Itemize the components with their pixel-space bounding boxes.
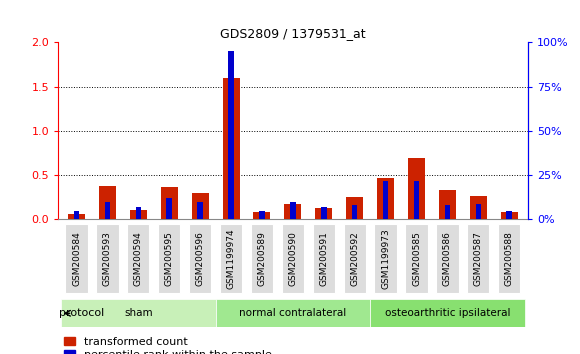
Bar	[290, 202, 296, 219]
Text: GSM200595: GSM200595	[165, 231, 174, 286]
Bar	[136, 207, 141, 219]
FancyBboxPatch shape	[436, 224, 459, 293]
FancyBboxPatch shape	[66, 224, 88, 293]
Legend: transformed count, percentile rank within the sample: transformed count, percentile rank withi…	[64, 337, 271, 354]
Text: osteoarthritic ipsilateral: osteoarthritic ipsilateral	[385, 308, 510, 318]
Text: GSM1199973: GSM1199973	[381, 228, 390, 289]
Bar	[383, 181, 389, 219]
Title: GDS2809 / 1379531_at: GDS2809 / 1379531_at	[220, 27, 366, 40]
Bar	[321, 207, 327, 219]
Text: GSM200591: GSM200591	[320, 231, 328, 286]
FancyBboxPatch shape	[158, 224, 180, 293]
Bar	[104, 202, 110, 219]
Bar	[316, 208, 332, 219]
Bar	[161, 187, 177, 219]
FancyBboxPatch shape	[343, 224, 366, 293]
Bar	[408, 158, 425, 219]
Text: GSM200593: GSM200593	[103, 231, 112, 286]
Text: GSM200588: GSM200588	[505, 231, 514, 286]
Bar	[197, 202, 203, 219]
FancyBboxPatch shape	[370, 299, 525, 327]
Bar	[99, 186, 116, 219]
Text: GSM200587: GSM200587	[474, 231, 483, 286]
Bar	[439, 190, 456, 219]
Bar	[74, 211, 79, 219]
Text: GSM200594: GSM200594	[134, 231, 143, 286]
Bar	[253, 211, 270, 219]
Text: GSM200586: GSM200586	[443, 231, 452, 286]
FancyBboxPatch shape	[189, 224, 211, 293]
Bar	[506, 211, 512, 219]
FancyBboxPatch shape	[498, 224, 520, 293]
Bar	[166, 198, 172, 219]
Bar	[414, 181, 419, 219]
FancyBboxPatch shape	[375, 224, 397, 293]
Text: GSM200585: GSM200585	[412, 231, 421, 286]
Bar	[346, 198, 363, 219]
Text: GSM200596: GSM200596	[195, 231, 205, 286]
Text: sham: sham	[124, 308, 153, 318]
FancyBboxPatch shape	[96, 224, 118, 293]
Bar	[259, 211, 265, 219]
Text: protocol: protocol	[59, 308, 104, 318]
Bar	[284, 204, 302, 219]
Bar	[377, 178, 394, 219]
FancyBboxPatch shape	[467, 224, 490, 293]
Bar	[223, 78, 240, 219]
FancyBboxPatch shape	[251, 224, 273, 293]
Bar	[470, 196, 487, 219]
FancyBboxPatch shape	[313, 224, 335, 293]
FancyBboxPatch shape	[61, 299, 216, 327]
Bar	[229, 51, 234, 219]
Bar	[191, 193, 209, 219]
Bar	[445, 205, 450, 219]
Text: GSM200592: GSM200592	[350, 231, 359, 286]
Bar	[130, 210, 147, 219]
Bar	[68, 214, 85, 219]
FancyBboxPatch shape	[282, 224, 304, 293]
Text: normal contralateral: normal contralateral	[240, 308, 346, 318]
Text: GSM200589: GSM200589	[258, 231, 266, 286]
FancyBboxPatch shape	[127, 224, 150, 293]
Text: GSM200590: GSM200590	[288, 231, 298, 286]
Bar	[501, 212, 518, 219]
Text: GSM200584: GSM200584	[72, 231, 81, 286]
FancyBboxPatch shape	[216, 299, 370, 327]
Bar	[352, 205, 357, 219]
Bar	[476, 204, 481, 219]
FancyBboxPatch shape	[220, 224, 242, 293]
FancyBboxPatch shape	[405, 224, 427, 293]
Text: GSM1199974: GSM1199974	[227, 228, 235, 289]
